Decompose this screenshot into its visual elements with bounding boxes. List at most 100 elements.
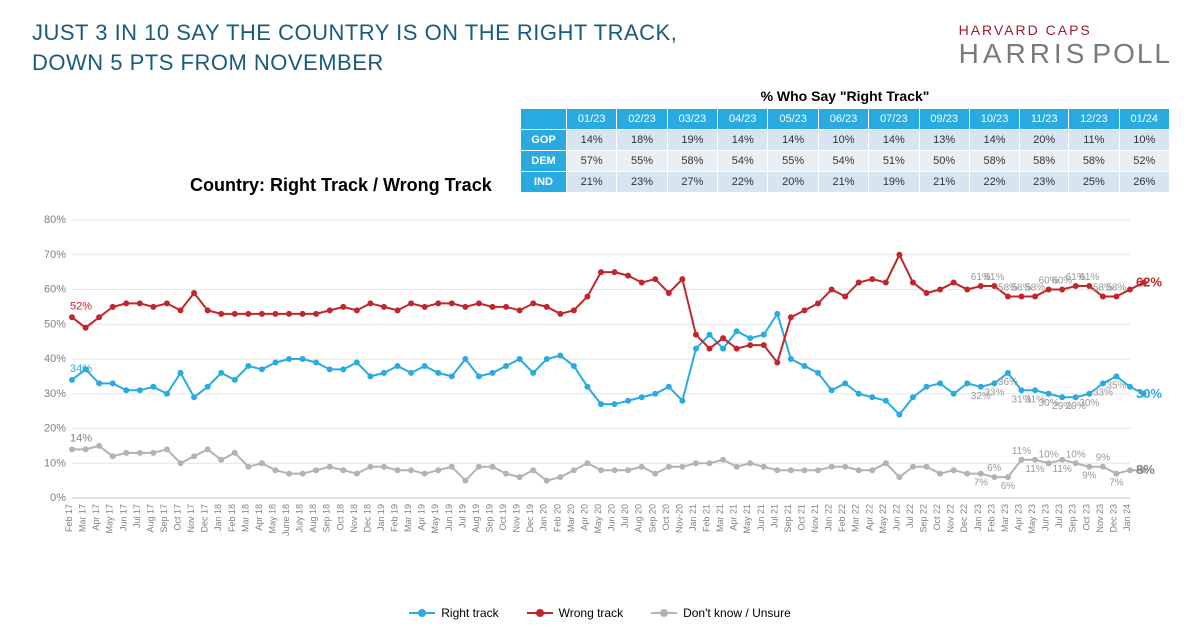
x-tick-label: Feb 21 [702, 504, 712, 532]
x-tick-label: Mar 21 [715, 504, 725, 532]
svg-text:52%: 52% [70, 300, 92, 312]
table-col-header: 02/23 [617, 109, 667, 130]
x-tick-label: Aug 17 [145, 504, 155, 533]
table-row-header: DEM [521, 151, 567, 172]
x-tick-label: July 18 [295, 504, 305, 533]
svg-text:30%: 30% [1079, 398, 1099, 409]
x-tick-label: Sep 20 [647, 504, 657, 533]
svg-text:61%: 61% [1079, 272, 1099, 283]
x-tick-label: May 23 [1027, 504, 1037, 534]
x-tick-label: Dec 17 [200, 504, 210, 533]
x-tick-label: Apr 22 [864, 504, 874, 531]
x-tick-label: Mar 20 [566, 504, 576, 532]
svg-text:11%: 11% [1053, 464, 1072, 475]
x-tick-label: Sep 21 [783, 504, 793, 533]
svg-text:9%: 9% [1096, 453, 1111, 464]
table-cell: 10% [818, 130, 868, 151]
svg-text:10%: 10% [44, 457, 66, 469]
x-tick-label: Dec 23 [1108, 504, 1118, 533]
table-cell: 14% [969, 130, 1019, 151]
table-cell: 54% [718, 151, 768, 172]
svg-text:7%: 7% [974, 478, 989, 489]
line-chart: 0%10%20%30%40%50%60%70%80%Feb 17Mar 17Ap… [30, 210, 1170, 560]
table-cell: 14% [768, 130, 818, 151]
brand-left: HARRIS [959, 38, 1089, 70]
table-cell: 11% [1069, 130, 1119, 151]
x-tick-label: Feb 19 [390, 504, 400, 532]
table-col-header: 11/23 [1020, 109, 1069, 130]
table-cell: 21% [919, 172, 969, 193]
svg-text:61%: 61% [984, 272, 1004, 283]
brand-right: POLL [1092, 38, 1172, 70]
table-cell: 54% [818, 151, 868, 172]
x-tick-label: Dec 19 [525, 504, 535, 533]
svg-text:35%: 35% [1106, 380, 1126, 391]
x-tick-label: Sep 23 [1068, 504, 1078, 533]
table-col-header: 10/23 [969, 109, 1019, 130]
x-tick-label: Mar 19 [403, 504, 413, 532]
svg-text:34%: 34% [70, 363, 92, 375]
svg-text:6%: 6% [1001, 481, 1016, 492]
x-tick-label: May 22 [878, 504, 888, 534]
table-cell: 21% [818, 172, 868, 193]
x-tick-label: Oct 20 [661, 504, 671, 531]
svg-text:11%: 11% [1012, 446, 1031, 457]
x-tick-label: Nov 19 [512, 504, 522, 533]
table-col-header: 12/23 [1069, 109, 1119, 130]
x-tick-label: Jul 20 [620, 504, 630, 528]
table-cell: 19% [869, 172, 919, 193]
x-tick-label: Jan 21 [688, 504, 698, 531]
table-corner [521, 109, 567, 130]
table-cell: 51% [869, 151, 919, 172]
table-caption: % Who Say "Right Track" [520, 88, 1170, 104]
x-tick-label: Oct 18 [335, 504, 345, 531]
table-cell: 14% [718, 130, 768, 151]
x-tick-label: Sep 18 [322, 504, 332, 533]
x-tick-label: Oct 22 [932, 504, 942, 531]
svg-text:62%: 62% [1136, 275, 1162, 290]
x-tick-label: May 20 [593, 504, 603, 534]
svg-text:14%: 14% [70, 432, 92, 444]
svg-text:50%: 50% [44, 318, 66, 330]
table-cell: 22% [718, 172, 768, 193]
table-cell: 19% [667, 130, 717, 151]
x-tick-label: May 21 [742, 504, 752, 534]
x-tick-label: Feb 17 [64, 504, 74, 532]
x-tick-label: Aug 19 [471, 504, 481, 533]
svg-text:10%: 10% [1039, 449, 1059, 460]
x-tick-label: Oct 23 [1081, 504, 1091, 531]
table-row: IND21%23%27%22%20%21%19%21%22%23%25%26% [521, 172, 1170, 193]
table-cell: 22% [969, 172, 1019, 193]
x-tick-label: Nov 22 [946, 504, 956, 533]
svg-text:7%: 7% [1109, 478, 1124, 489]
legend-label: Don't know / Unsure [683, 606, 791, 620]
legend-item: Don't know / Unsure [651, 606, 791, 620]
table-row-header: IND [521, 172, 567, 193]
x-tick-label: Jan 23 [973, 504, 983, 531]
table-cell: 13% [919, 130, 969, 151]
x-tick-label: Apr 21 [729, 504, 739, 531]
svg-text:70%: 70% [44, 249, 66, 261]
x-tick-label: Aug 18 [308, 504, 318, 533]
x-tick-label: Jan 19 [376, 504, 386, 531]
table-cell: 18% [617, 130, 667, 151]
table-col-header: 03/23 [667, 109, 717, 130]
table-row-header: GOP [521, 130, 567, 151]
x-tick-label: Jun 22 [891, 504, 901, 531]
chart-legend: Right trackWrong trackDon't know / Unsur… [0, 603, 1200, 620]
x-tick-label: Jul 22 [905, 504, 915, 528]
svg-text:33%: 33% [984, 387, 1004, 398]
table-cell: 21% [567, 172, 617, 193]
x-tick-label: Mar 23 [1000, 504, 1010, 532]
x-tick-label: Feb 18 [227, 504, 237, 532]
x-tick-label: Feb 23 [986, 504, 996, 532]
table-cell: 57% [567, 151, 617, 172]
chart-subtitle: Country: Right Track / Wrong Track [190, 175, 492, 196]
chart-svg: 0%10%20%30%40%50%60%70%80%Feb 17Mar 17Ap… [30, 210, 1170, 560]
x-tick-label: Oct 19 [498, 504, 508, 531]
svg-text:40%: 40% [44, 353, 66, 365]
table-cell: 55% [617, 151, 667, 172]
table-cell: 23% [1020, 172, 1069, 193]
legend-item: Right track [409, 606, 498, 620]
table-cell: 10% [1119, 130, 1169, 151]
